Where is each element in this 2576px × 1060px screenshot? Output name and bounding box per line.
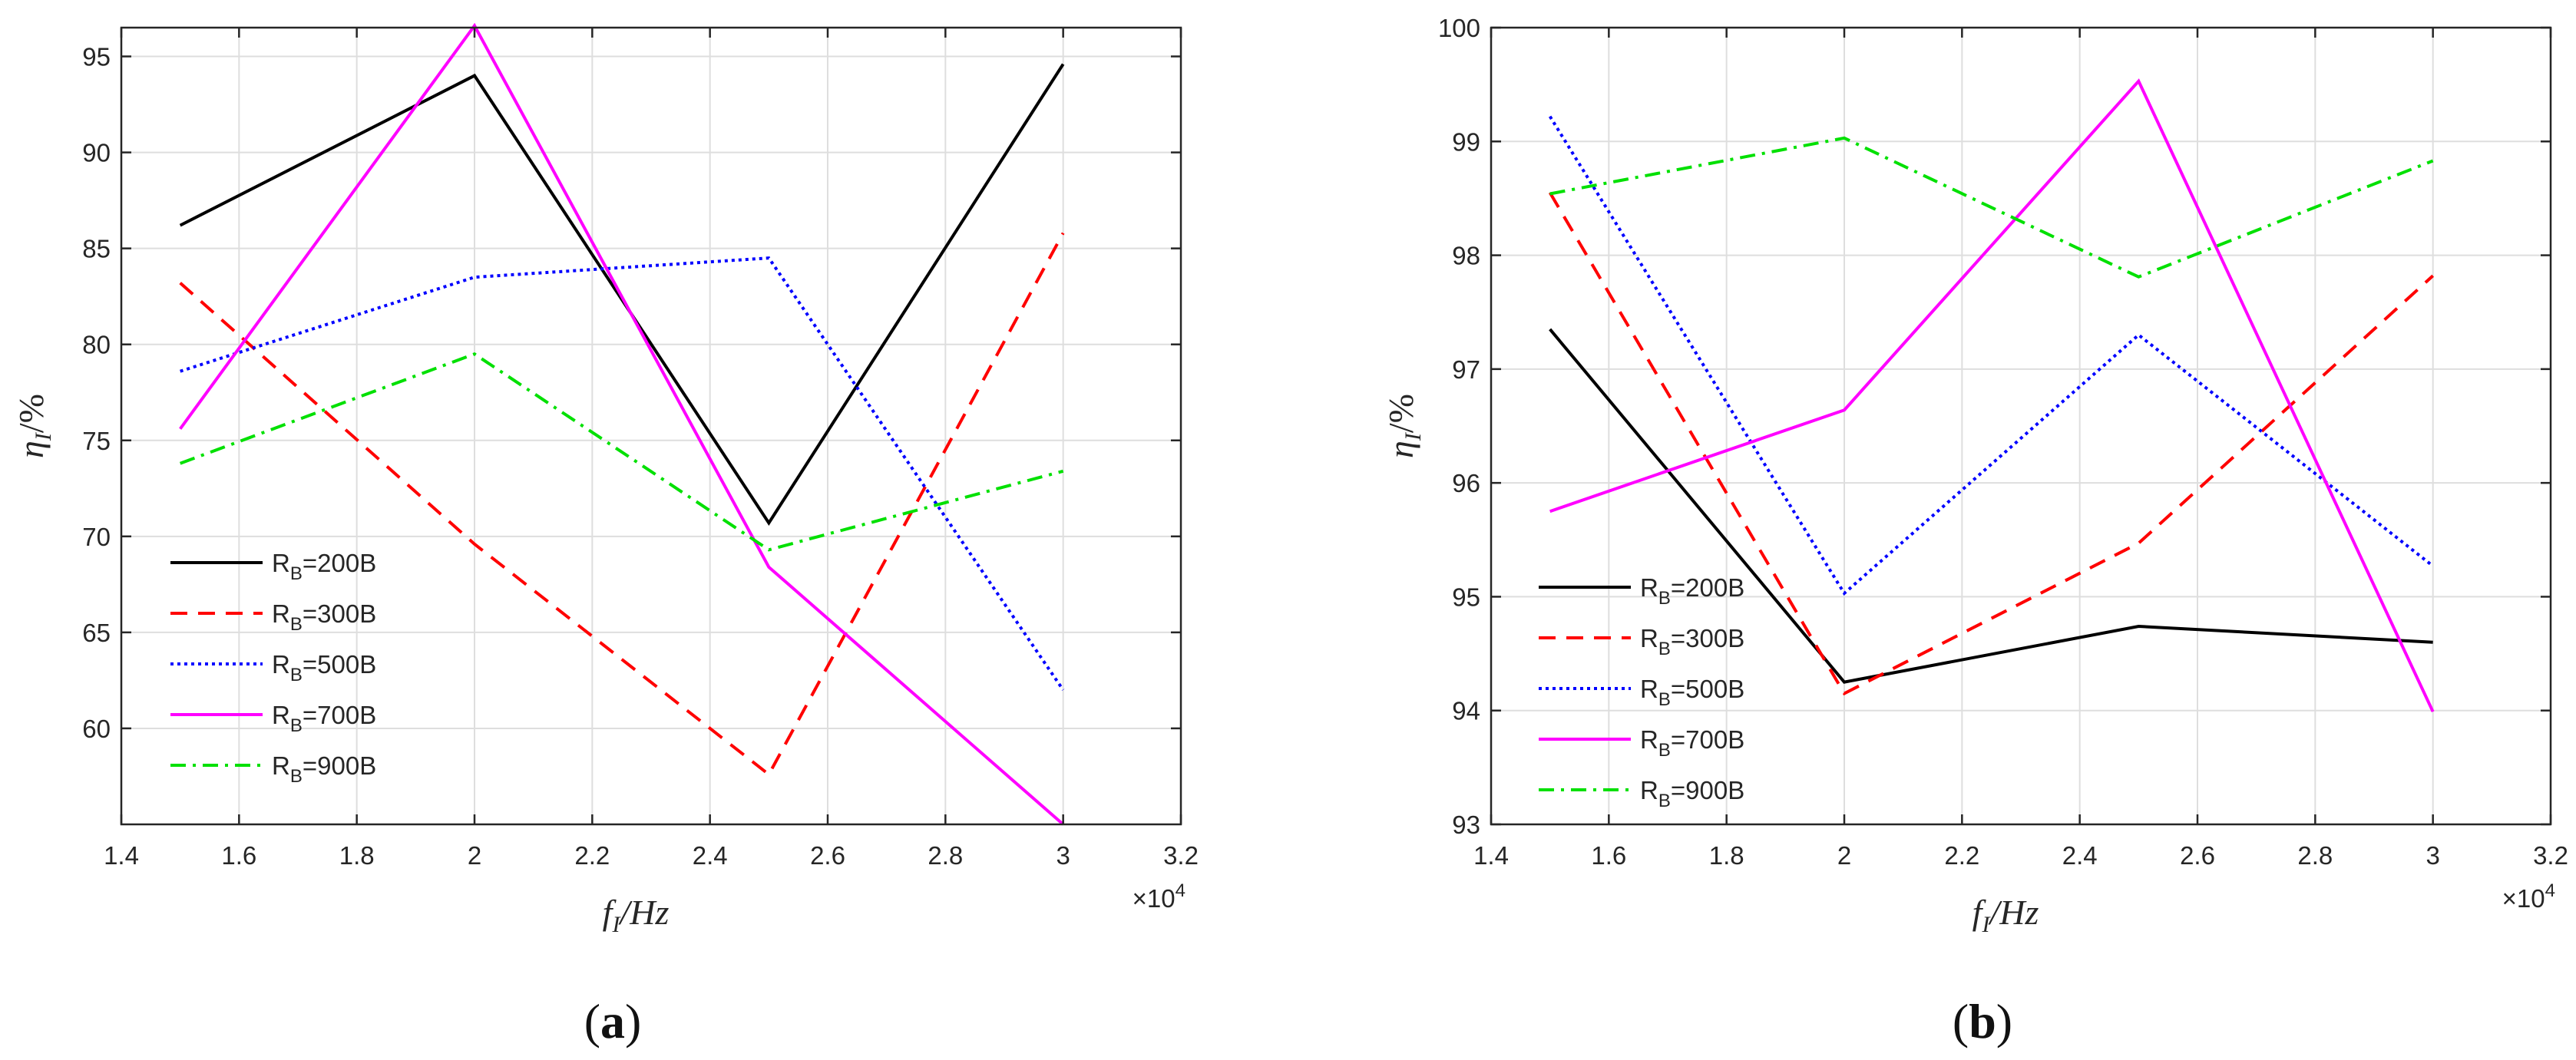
y-tick-label: 93: [1452, 811, 1480, 839]
x-exponent-label: ×104: [1133, 880, 1185, 913]
legend-label: RB=500B: [1640, 675, 1744, 710]
legend: RB=200B RB=300B RB=500B RB=700B RB=900B: [170, 549, 376, 787]
x-tick-label: 2.4: [2062, 841, 2098, 870]
series-line-700: [179, 22, 1064, 826]
legend-label: RB=700B: [272, 701, 376, 736]
x-tick-label: 3: [2426, 841, 2439, 870]
legend-label: RB=700B: [1640, 725, 1744, 761]
chart-b: 1.4 1.6 1.8 2 2.2 2.4 2.6 2.8 3 3.2 93 94 95 96 97 98 99…: [1381, 14, 2568, 1048]
x-tick-label: 1.4: [1473, 841, 1509, 870]
legend-label: RB=300B: [272, 599, 376, 635]
axes-box: [1490, 26, 2552, 826]
x-tick-label: 2: [468, 841, 481, 870]
y-tick-label: 97: [1452, 355, 1480, 384]
y-tick-label: 65: [82, 619, 111, 647]
x-exponent-label: ×104: [2502, 880, 2555, 913]
x-tick-label: 2.6: [810, 841, 845, 870]
legend-label: RB=200B: [272, 549, 376, 584]
plot-area: [121, 28, 1181, 824]
x-tick-label: 2.6: [2180, 841, 2215, 870]
plot-area: [1491, 28, 2551, 824]
x-tick-label: 2.4: [693, 841, 728, 870]
y-tick-label: 70: [82, 523, 111, 551]
legend-label: RB=900B: [272, 751, 376, 787]
legend-label: RB=300B: [1640, 624, 1744, 659]
series-line-900: [1549, 136, 2434, 279]
x-tick-label: 2.2: [574, 841, 610, 870]
y-tick-label: 95: [82, 43, 111, 71]
y-tick-label: 94: [1452, 697, 1480, 725]
x-tick-label: 2.2: [1944, 841, 1979, 870]
panel-label: (a): [584, 994, 642, 1048]
y-tick-label: 85: [82, 235, 111, 263]
x-tick-label: 3: [1056, 841, 1070, 870]
panel-label: (b): [1953, 994, 2012, 1048]
legend: RB=200B RB=300B RB=500B RB=700B RB=900B: [1539, 573, 1744, 811]
x-tick-label: 1.8: [1709, 841, 1744, 870]
y-tick-label: 60: [82, 715, 111, 743]
y-axis-label: ηI/%: [1381, 394, 1426, 458]
series-line-300: [1548, 192, 2435, 696]
legend-label: RB=500B: [272, 650, 376, 685]
y-tick-label: 95: [1452, 583, 1480, 611]
y-tick-label: 90: [82, 139, 111, 167]
x-tick-label: 1.8: [339, 841, 375, 870]
x-axis-label: fI/Hz: [1973, 893, 2039, 937]
legend-label: RB=900B: [1640, 776, 1744, 811]
series-line-200: [1549, 328, 2433, 684]
chart-a: 1.4 1.6 1.8 2 2.2 2.4 2.6 2.8 3 3.2 60 65 70 75 80 85 90…: [12, 22, 1199, 1048]
x-axis-label: fI/Hz: [603, 893, 670, 937]
y-tick-label: 98: [1452, 242, 1480, 270]
series-line-900: [179, 352, 1064, 552]
series-line-700: [1549, 78, 2435, 713]
legend-label: RB=200B: [1640, 573, 1744, 609]
x-tick-label: 2.8: [2297, 841, 2333, 870]
x-tick-label: 1.6: [221, 841, 256, 870]
y-tick-label: 80: [82, 331, 111, 359]
y-tick-label: 96: [1452, 469, 1480, 497]
y-axis-label: ηI/%: [12, 394, 56, 458]
x-tick-label: 2.8: [928, 841, 963, 870]
y-tick-label: 100: [1438, 14, 1480, 42]
series-line-500: [180, 256, 1065, 692]
series-line-300: [179, 232, 1065, 778]
x-tick-label: 3.2: [1163, 841, 1199, 870]
y-tick-label: 99: [1452, 127, 1480, 156]
x-tick-label: 2: [1837, 841, 1851, 870]
x-tick-label: 1.6: [1591, 841, 1626, 870]
axes-box: [120, 26, 1182, 826]
x-tick-label: 1.4: [104, 841, 139, 870]
y-tick-label: 75: [82, 427, 111, 455]
x-tick-label: 3.2: [2533, 841, 2568, 870]
